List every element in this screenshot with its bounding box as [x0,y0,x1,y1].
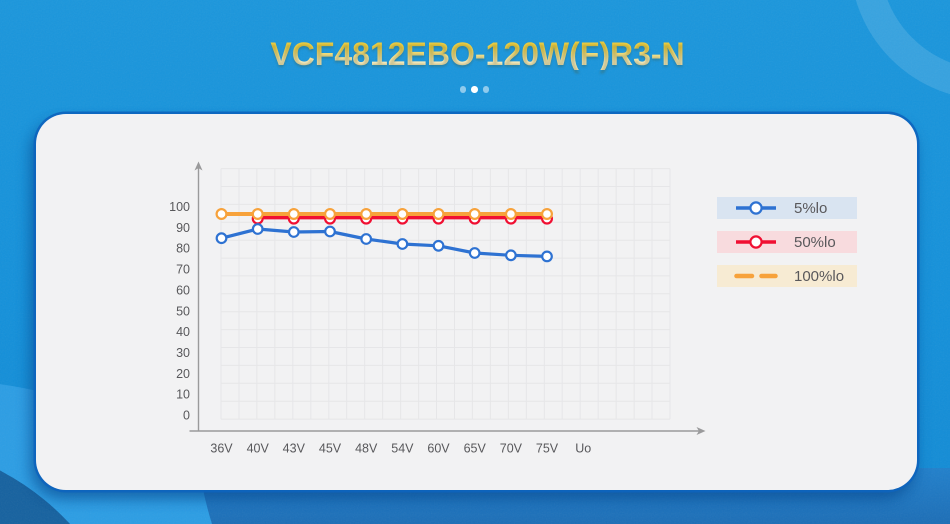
svg-text:36V: 36V [210,442,233,456]
svg-text:70: 70 [176,263,190,277]
svg-text:Uo: Uo [575,442,591,456]
svg-text:65V: 65V [464,442,487,456]
svg-text:100: 100 [169,200,190,214]
svg-text:50: 50 [176,304,190,318]
svg-text:100%lo: 100%lo [794,268,844,285]
svg-text:5%lo: 5%lo [794,200,827,217]
svg-text:80: 80 [176,242,190,256]
svg-text:48V: 48V [355,442,378,456]
svg-text:60V: 60V [427,442,450,456]
svg-text:40: 40 [176,325,190,339]
svg-text:30: 30 [176,346,190,360]
svg-text:70V: 70V [500,442,523,456]
svg-text:54V: 54V [391,442,414,456]
svg-text:60: 60 [176,283,190,297]
svg-text:20: 20 [176,367,190,381]
svg-text:10: 10 [176,388,190,402]
svg-text:75V: 75V [536,442,559,456]
svg-text:40V: 40V [247,442,270,456]
svg-text:50%lo: 50%lo [794,234,836,251]
svg-text:45V: 45V [319,442,342,456]
svg-text:0: 0 [183,409,190,423]
svg-text:43V: 43V [283,442,306,456]
svg-text:90: 90 [176,221,190,235]
